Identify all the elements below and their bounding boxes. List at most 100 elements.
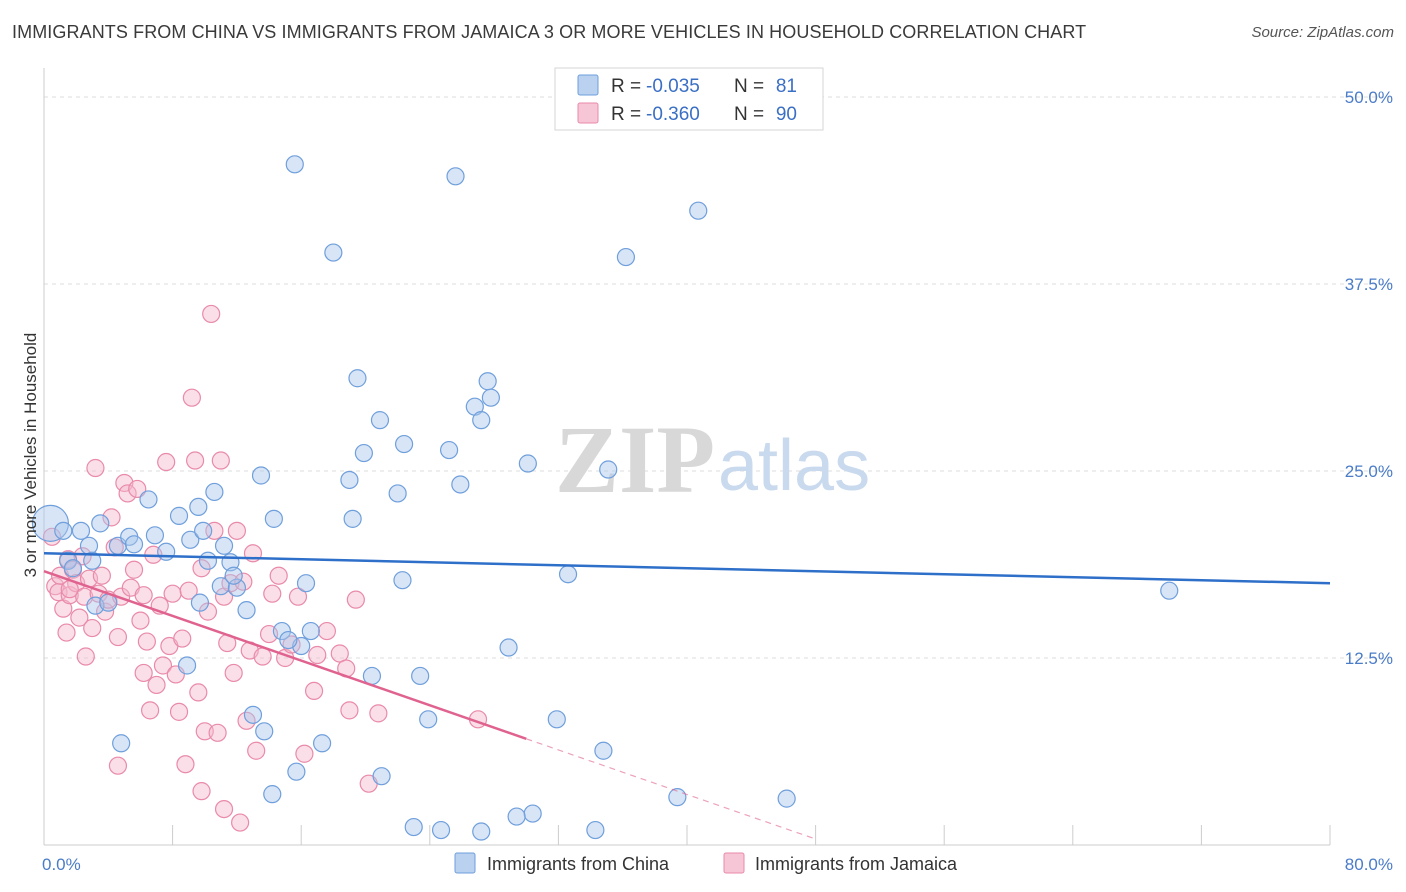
china-point (198, 551, 218, 570)
china-point (523, 804, 542, 823)
china-point (194, 521, 213, 540)
china-point (594, 741, 613, 760)
y-tick-label: 25.0% (1345, 462, 1393, 481)
china-point (214, 536, 234, 555)
legend-n-label-china: N = (734, 76, 764, 97)
series-legend: Immigrants from China Immigrants from Ja… (454, 852, 958, 874)
jamaica-point (102, 508, 121, 527)
jamaica-point (118, 484, 137, 503)
china-point (54, 521, 73, 540)
china-point (1160, 581, 1179, 600)
jamaica-point (369, 704, 388, 723)
china-point (507, 807, 526, 826)
watermark-atlas: atlas (718, 426, 870, 506)
jamaica-point (86, 458, 105, 478)
jamaica-points (42, 304, 488, 832)
china-point (668, 788, 687, 807)
jamaica-point (186, 451, 205, 470)
jamaica-point (330, 644, 349, 663)
trend-line-china (43, 552, 1331, 585)
china-point (63, 559, 83, 578)
china-point (419, 710, 438, 729)
china-point (224, 566, 243, 585)
x-tick-label: 0.0% (42, 855, 81, 874)
china-point (411, 666, 430, 686)
jamaica-point (157, 452, 176, 472)
china-point (243, 705, 263, 724)
jamaica-point (340, 701, 359, 720)
jamaica-point (169, 702, 189, 721)
legend-r-label-jamaica: R = (611, 104, 641, 125)
jamaica-point (295, 744, 314, 763)
legend-n-value-china: 81 (776, 76, 797, 97)
china-point (354, 443, 373, 463)
legend-swatch-jamaica (577, 102, 599, 124)
china-point (478, 372, 497, 391)
jamaica-point (263, 584, 282, 603)
legend-label-jamaica: Immigrants from Jamaica (755, 854, 958, 874)
jamaica-point (153, 656, 173, 675)
watermark-zip: ZIP (555, 406, 715, 513)
china-point (237, 601, 256, 620)
china-point (394, 434, 414, 454)
jamaica-point (134, 586, 153, 605)
china-point (285, 155, 304, 174)
legend-n-label-jamaica: N = (734, 104, 764, 125)
china-point (372, 767, 391, 786)
legend-swatch-china (577, 74, 599, 96)
jamaica-point (76, 647, 95, 666)
jamaica-point (317, 621, 337, 641)
china-point (558, 565, 578, 584)
china-point (83, 551, 102, 570)
china-point (472, 822, 491, 841)
china-point (393, 571, 412, 590)
correlation-legend: R = -0.035 N = 81 R = -0.360 N = 90 (554, 67, 824, 131)
jamaica-point (134, 663, 153, 683)
china-point (157, 542, 176, 561)
china-point (388, 484, 407, 503)
jamaica-point (140, 701, 160, 720)
china-point (71, 521, 91, 540)
jamaica-point (147, 675, 166, 695)
jamaica-point (308, 645, 327, 665)
china-point (139, 490, 158, 509)
source-label: Source: ZipAtlas.com (1251, 24, 1394, 41)
jamaica-point (227, 521, 246, 540)
jamaica-point (92, 566, 111, 585)
china-point (343, 509, 362, 528)
china-point (287, 762, 306, 781)
jamaica-point (176, 755, 195, 774)
chart-title: IMMIGRANTS FROM CHINA VS IMMIGRANTS FROM… (12, 22, 1087, 42)
jamaica-point (231, 813, 250, 832)
jamaica-point (57, 623, 76, 642)
jamaica-point (346, 590, 365, 609)
jamaica-point (124, 560, 144, 579)
china-point (255, 722, 274, 741)
jamaica-point (83, 618, 102, 638)
jamaica-point (73, 547, 92, 566)
china-point (124, 535, 144, 554)
china-point (439, 440, 459, 460)
china-point (91, 514, 110, 533)
y-axis-label: 3 or more Vehicles in Household (21, 333, 40, 578)
china-point (499, 638, 518, 657)
jamaica-point (247, 741, 266, 760)
china-point (145, 526, 165, 545)
china-point (370, 411, 390, 430)
china-point (312, 734, 332, 753)
jamaica-point (108, 756, 128, 775)
china-point (481, 388, 500, 407)
jamaica-point (288, 587, 308, 606)
legend-r-value-jamaica: -0.360 (646, 104, 700, 125)
jamaica-point (269, 566, 288, 585)
jamaica-point (173, 629, 192, 648)
trend-lines (43, 552, 1331, 840)
china-point (264, 509, 283, 528)
china-point (279, 630, 298, 650)
legend-n-value-jamaica: 90 (776, 104, 797, 125)
china-point (263, 785, 282, 804)
jamaica-point (137, 632, 156, 651)
jamaica-point (202, 304, 221, 324)
china-point (189, 497, 208, 517)
x-tick-labels: 0.0% 80.0% (42, 855, 1393, 874)
